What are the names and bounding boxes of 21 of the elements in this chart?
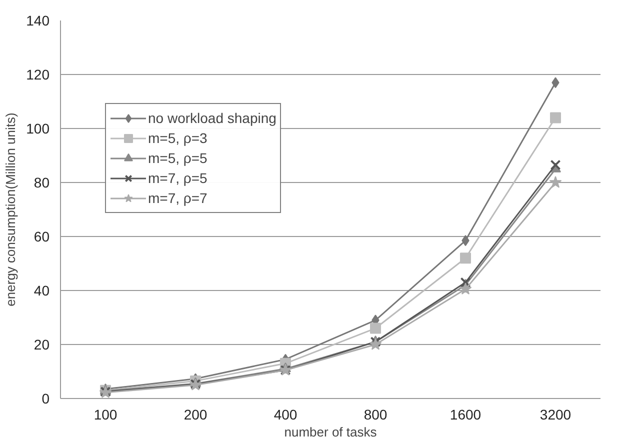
x-tick-label: 800: [364, 406, 388, 422]
legend-label: no workload shaping: [148, 110, 276, 126]
x-tick-label: 400: [274, 406, 298, 422]
y-tick-label: 80: [34, 174, 50, 190]
y-tick-label: 0: [42, 390, 50, 406]
legend-label: m=7, ρ=5: [148, 170, 208, 186]
legend-label: m=5, ρ=5: [148, 150, 208, 166]
x-tick-label: 200: [184, 406, 208, 422]
legend-label: m=5, ρ=3: [148, 130, 208, 146]
x-tick-label: 3200: [540, 406, 572, 422]
y-tick-label: 120: [26, 66, 50, 82]
y-tick-label: 40: [34, 282, 50, 298]
x-tick-label: 1600: [450, 406, 482, 422]
x-axis-title: number of tasks: [284, 424, 378, 440]
y-tick-label: 20: [34, 336, 50, 352]
y-tick-label: 140: [26, 12, 50, 28]
y-axis-title: energy consumption(Million units): [3, 112, 18, 306]
x-tick-label: 100: [94, 406, 118, 422]
y-tick-label: 100: [26, 120, 50, 136]
legend-label: m=7, ρ=7: [148, 190, 208, 206]
y-tick-label: 60: [34, 228, 50, 244]
